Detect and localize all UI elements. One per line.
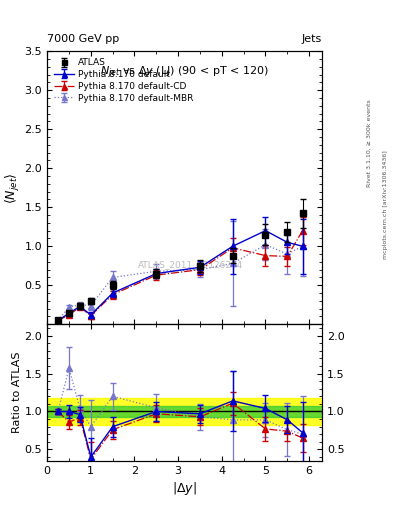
Text: mcplots.cern.ch [arXiv:1306.3436]: mcplots.cern.ch [arXiv:1306.3436]: [383, 151, 387, 259]
Text: ATLAS_2011_S9126244: ATLAS_2011_S9126244: [138, 260, 243, 269]
Text: Rivet 3.1.10, ≥ 300k events: Rivet 3.1.10, ≥ 300k events: [367, 99, 372, 187]
Y-axis label: $\langle N_{jet}\rangle$: $\langle N_{jet}\rangle$: [4, 172, 22, 204]
Text: $N_{jet}$ vs $\Delta y$ (LJ) (90 < pT < 120): $N_{jet}$ vs $\Delta y$ (LJ) (90 < pT < …: [100, 65, 269, 81]
Y-axis label: Ratio to ATLAS: Ratio to ATLAS: [12, 352, 22, 433]
Bar: [47, 406, 322, 417]
X-axis label: $|\Delta y|$: $|\Delta y|$: [172, 480, 197, 497]
Legend: ATLAS, Pythia 8.170 default, Pythia 8.170 default-CD, Pythia 8.170 default-MBR: ATLAS, Pythia 8.170 default, Pythia 8.17…: [51, 56, 196, 105]
Text: 7000 GeV pp: 7000 GeV pp: [47, 33, 119, 44]
Text: Jets: Jets: [302, 33, 322, 44]
Bar: [47, 398, 322, 425]
